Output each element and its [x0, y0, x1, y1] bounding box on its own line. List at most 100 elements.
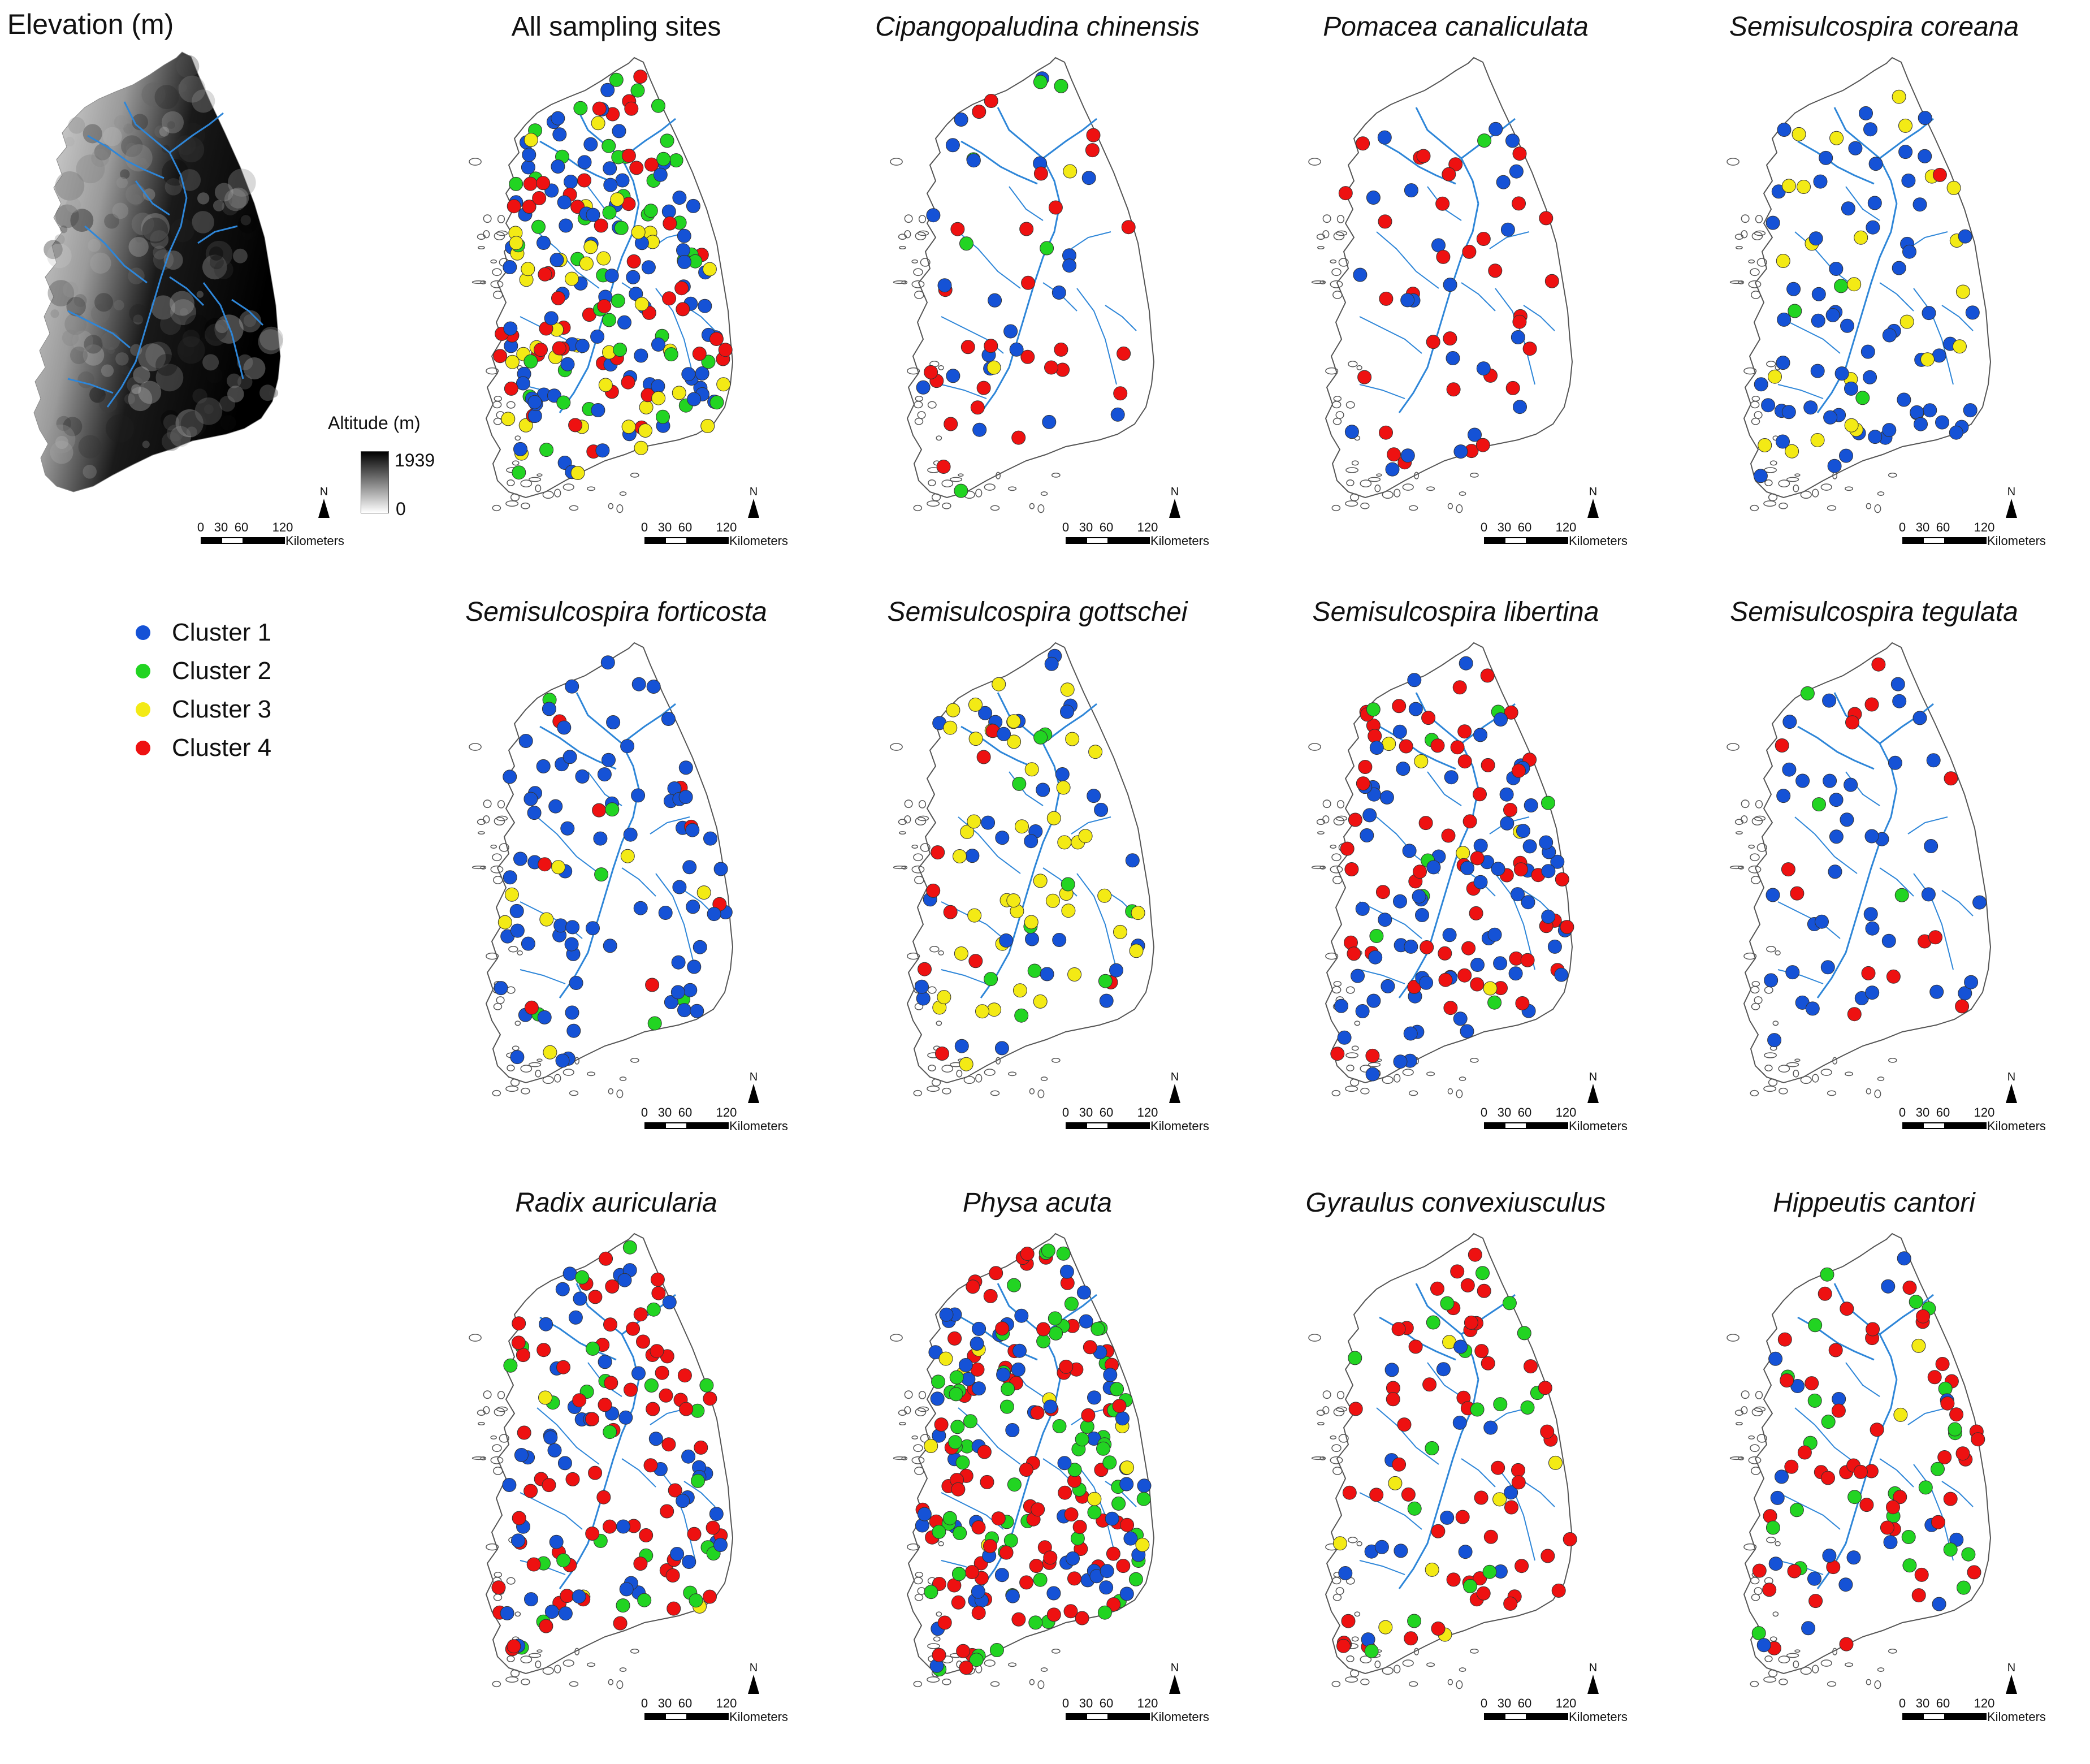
- sampling-site-point-cluster-4: [588, 1290, 603, 1304]
- sampling-site-point-cluster-1: [1882, 328, 1897, 343]
- island-outline: [490, 1435, 497, 1439]
- altitude-min-label: 0: [396, 499, 406, 519]
- island-outline: [499, 843, 509, 852]
- sampling-site-point-cluster-3: [509, 236, 523, 250]
- sampling-site-point-cluster-2: [656, 409, 670, 424]
- sampling-site-point-cluster-2: [969, 1653, 984, 1667]
- relief-shade: [215, 319, 229, 334]
- sampling-site-point-cluster-4: [692, 347, 707, 361]
- sampling-site-point-cluster-4: [1775, 738, 1789, 753]
- relief-shade: [259, 384, 276, 401]
- relief-shade: [178, 136, 205, 163]
- island-outline: [521, 1087, 530, 1095]
- island-outline: [1311, 1456, 1325, 1460]
- island-outline: [1768, 493, 1778, 501]
- sampling-site-point-cluster-1: [1460, 1024, 1474, 1039]
- river-line: [1913, 288, 1954, 385]
- sampling-site-point-cluster-3: [1911, 1338, 1926, 1353]
- sampling-site-point-cluster-3: [1829, 131, 1844, 145]
- scale-tick-label: 0: [1480, 1696, 1488, 1710]
- island-outline: [1402, 1659, 1414, 1667]
- sampling-site-point-cluster-1: [1776, 434, 1790, 449]
- island-outline: [616, 1680, 624, 1689]
- sampling-site-point-cluster-1: [646, 680, 661, 694]
- sampling-site-point-cluster-1: [1042, 414, 1057, 429]
- sampling-site-point-cluster-4: [1450, 740, 1465, 755]
- sampling-site-point-cluster-4: [977, 1445, 992, 1459]
- island-outline: [890, 1334, 903, 1342]
- sampling-site-point-cluster-2: [1943, 1542, 1958, 1557]
- scale-tick-label: 60: [1936, 1105, 1950, 1119]
- sampling-site-point-cluster-3: [1063, 164, 1078, 179]
- island-outline: [1356, 1541, 1362, 1546]
- sampling-site-point-cluster-1: [544, 311, 559, 326]
- relief-shade: [91, 149, 110, 167]
- river-line: [536, 1407, 600, 1465]
- island-outline: [1338, 258, 1349, 267]
- sampling-site-point-cluster-4: [1365, 1048, 1380, 1063]
- island-outline: [1322, 1406, 1330, 1415]
- scale-tick-label: 60: [1099, 520, 1114, 534]
- sampling-site-point-cluster-2: [1052, 1419, 1067, 1433]
- sampling-site-point-cluster-3: [1492, 1492, 1507, 1507]
- relief-shade: [62, 329, 79, 347]
- sampling-site-point-cluster-1: [524, 1592, 538, 1607]
- sampling-site-point-cluster-4: [1464, 1315, 1478, 1330]
- scale-tick-label: 30: [1079, 520, 1093, 534]
- relief-shade: [55, 204, 79, 228]
- sampling-site-point-cluster-2: [647, 1016, 662, 1031]
- island-outline: [1793, 1660, 1799, 1668]
- river-line: [1359, 316, 1422, 354]
- sampling-site-point-cluster-4: [1512, 314, 1527, 329]
- island-outline: [520, 1065, 533, 1073]
- relief-shade: [126, 184, 146, 205]
- sampling-site-point-cluster-1: [1444, 770, 1459, 785]
- sampling-site-point-cluster-1: [672, 880, 687, 894]
- north-label: N: [1170, 486, 1179, 498]
- island-outline: [927, 500, 940, 507]
- island-outline: [1751, 1407, 1763, 1417]
- island-outline: [1735, 1422, 1743, 1426]
- island-outline: [1008, 486, 1017, 491]
- sampling-site-point-cluster-1: [568, 1310, 583, 1325]
- relief-shade: [170, 299, 196, 326]
- island-outline: [1827, 505, 1837, 511]
- scale-unit-label: Kilometers: [1987, 534, 2046, 548]
- sampling-site-point-cluster-3: [1952, 339, 1967, 354]
- sampling-site-point-cluster-1: [1504, 1485, 1518, 1500]
- sampling-site-point-cluster-1: [916, 991, 931, 1006]
- sampling-site-point-cluster-3: [1056, 780, 1071, 795]
- sampling-site-point-cluster-1: [915, 979, 929, 994]
- relief-shade: [64, 137, 75, 147]
- river-line: [1376, 231, 1439, 289]
- river-line: [1398, 1379, 1479, 1589]
- sampling-site-point-cluster-4: [1430, 738, 1445, 753]
- island-outline: [471, 280, 486, 284]
- region-map: [890, 642, 1155, 1099]
- island-outline: [477, 1410, 486, 1416]
- sampling-site-point-cluster-4: [524, 1000, 539, 1015]
- island-outline: [1351, 460, 1359, 466]
- sampling-site-point-cluster-1: [1918, 111, 1932, 126]
- relief-shade: [50, 309, 59, 318]
- sampling-site-point-cluster-1: [661, 712, 676, 726]
- relief-shade: [180, 410, 207, 437]
- sampling-site-point-cluster-1: [1897, 1251, 1911, 1266]
- river-line: [1071, 816, 1111, 835]
- sampling-site-point-cluster-1: [1777, 123, 1792, 137]
- island-outline: [913, 1089, 923, 1097]
- island-outline: [890, 158, 903, 166]
- relief-shade: [142, 440, 150, 448]
- sampling-site-point-cluster-3: [1382, 737, 1396, 751]
- sampling-site-point-cluster-2: [955, 1455, 970, 1470]
- island-outline: [1874, 1089, 1881, 1099]
- sampling-site-point-cluster-1: [1468, 427, 1482, 442]
- island-outline: [508, 946, 518, 953]
- river-line: [197, 225, 238, 244]
- island-outline: [1729, 1456, 1743, 1460]
- sampling-site-point-cluster-4: [662, 291, 677, 306]
- cluster-3-swatch: [136, 702, 150, 717]
- sampling-site-point-cluster-1: [1081, 171, 1096, 185]
- sampling-site-point-cluster-1: [1005, 1589, 1020, 1603]
- sampling-site-point-cluster-4: [1348, 1402, 1363, 1416]
